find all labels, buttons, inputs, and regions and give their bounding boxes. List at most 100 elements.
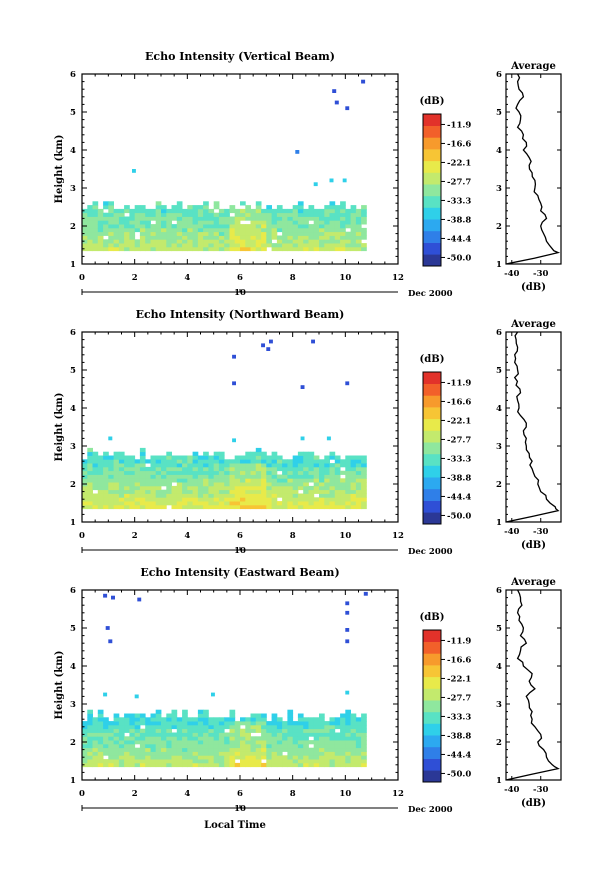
heatmap-cell xyxy=(334,747,341,752)
heatmap-cell xyxy=(166,212,172,217)
heatmap-cell xyxy=(118,497,125,502)
heatmap-cell xyxy=(218,216,225,221)
heatmap-cell xyxy=(197,732,204,737)
heatmap-cell xyxy=(82,759,88,764)
heatmap-cell xyxy=(208,762,215,768)
heatmap-cell xyxy=(103,478,109,483)
heatmap-cell xyxy=(145,728,151,733)
heatmap-cell xyxy=(276,463,283,468)
heatmap-cell xyxy=(250,239,257,244)
heatmap-cell xyxy=(250,208,257,214)
average-frame xyxy=(505,331,562,523)
colorbar-tick-label: -50.0 xyxy=(447,253,471,263)
heatmap-cell xyxy=(108,235,114,240)
heatmap-cell xyxy=(266,474,272,479)
heatmap-cell xyxy=(197,212,204,217)
heatmap-cell xyxy=(292,751,299,756)
heatmap-cell xyxy=(250,485,257,491)
colorbar-tick-label: -22.1 xyxy=(447,674,471,684)
heatmap-cell xyxy=(124,504,130,510)
heatmap-cell xyxy=(229,482,236,487)
heatmap-cell xyxy=(118,239,125,244)
heatmap-cell xyxy=(124,205,130,210)
heatmap-cell xyxy=(155,466,162,472)
heatmap-cell xyxy=(355,212,362,217)
heatmap-cell xyxy=(118,728,125,733)
heatmap-cell xyxy=(329,747,336,752)
heatmap-cell xyxy=(92,466,99,472)
heatmap-cell xyxy=(150,231,157,236)
heatmap-cell xyxy=(203,751,209,756)
heatmap-cell xyxy=(292,493,299,498)
heatmap-cell xyxy=(355,239,362,244)
y-tick-label: 6 xyxy=(70,70,76,80)
heatmap-cell xyxy=(345,224,351,229)
heatmap-cell xyxy=(218,747,225,752)
heatmap-cell xyxy=(245,732,251,737)
heatmap-cell xyxy=(118,732,125,737)
heatmap-cell xyxy=(129,224,136,229)
x-tick-label: 4 xyxy=(184,531,190,541)
heatmap-cell xyxy=(108,463,114,468)
heatmap-cell xyxy=(303,220,309,225)
heatmap-cell xyxy=(103,470,109,475)
heatmap-cell xyxy=(171,216,178,221)
heatmap-cell xyxy=(182,212,188,217)
heatmap-cell xyxy=(182,482,188,487)
heatmap-cell xyxy=(350,246,357,252)
heatmap-cell xyxy=(334,717,341,722)
heatmap-cell xyxy=(266,485,272,491)
heatmap-cell xyxy=(224,478,230,483)
heatmap-cell xyxy=(308,501,315,506)
heatmap-cell xyxy=(87,220,93,225)
heatmap-cell xyxy=(150,482,157,487)
colorbar-swatch xyxy=(423,500,441,513)
x-tick-label: 10 xyxy=(339,789,351,799)
heatmap-cell xyxy=(350,497,357,502)
heatmap-cell xyxy=(340,463,346,468)
sparse-echo xyxy=(132,169,136,173)
heatmap-cell xyxy=(329,470,336,475)
heatmap-cell xyxy=(187,246,193,252)
heatmap-cell xyxy=(361,728,367,733)
sparse-echo xyxy=(105,626,110,630)
heatmap-cell xyxy=(276,728,283,733)
heatmap-cell xyxy=(197,224,204,229)
heatmap-cell xyxy=(87,224,93,229)
heatmap-cell xyxy=(124,489,130,494)
heatmap-cell xyxy=(103,751,109,756)
heatmap-cell xyxy=(176,239,183,244)
heatmap-cell xyxy=(124,208,130,214)
heatmap-cell xyxy=(329,455,336,460)
heatmap-cell xyxy=(129,736,136,741)
heatmap-cell xyxy=(319,216,325,221)
heatmap-cell xyxy=(355,459,362,464)
heatmap-cell xyxy=(87,489,93,494)
heatmap-cell xyxy=(334,736,341,741)
heatmap-cell xyxy=(271,751,278,756)
heatmap-cell xyxy=(240,466,246,472)
heatmap-cell xyxy=(113,243,120,248)
colorbar-swatch xyxy=(423,735,441,748)
heatmap-cell xyxy=(87,747,93,752)
heatmap-cell xyxy=(224,755,230,760)
heatmap-cell xyxy=(203,455,209,460)
heatmap-cell xyxy=(287,231,294,236)
heatmap-cell xyxy=(245,224,251,229)
heatmap-cell xyxy=(166,246,172,252)
heatmap-cell xyxy=(303,762,309,768)
heatmap-cell xyxy=(224,740,230,745)
heatmap-cell xyxy=(355,747,362,752)
heatmap-cell xyxy=(155,724,162,730)
heatmap-cell xyxy=(166,717,172,722)
heatmap-cell xyxy=(213,721,220,726)
heatmap-cell xyxy=(171,208,178,214)
heatmap-cell xyxy=(282,243,288,248)
heatmap-cell xyxy=(192,451,199,456)
colorbar-frame xyxy=(422,371,442,525)
heatmap-cell xyxy=(187,721,193,726)
heatmap-cell xyxy=(350,736,357,741)
heatmap-cell xyxy=(292,504,299,510)
sparse-echo xyxy=(134,694,139,699)
sparse-echo xyxy=(300,436,305,441)
